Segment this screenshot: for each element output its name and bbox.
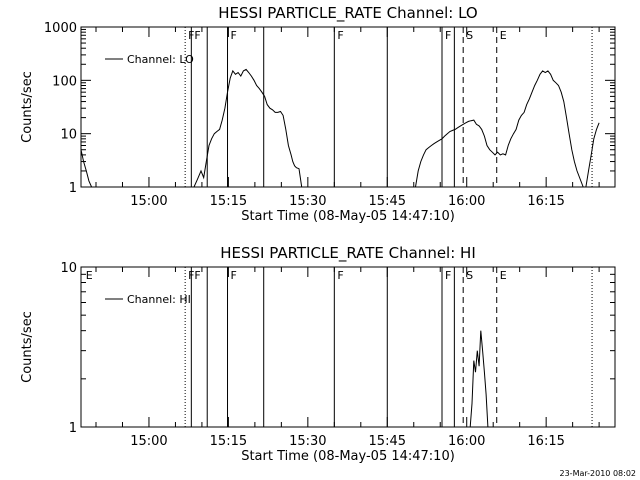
x-tick-label: 15:00 [130, 434, 167, 449]
flag-label: F [337, 29, 343, 42]
y-tick-label: 100 [52, 74, 77, 89]
x-tick-label: 15:45 [369, 194, 406, 209]
flag-label: F [445, 29, 451, 42]
x-tick-label: 16:00 [448, 194, 485, 209]
x-tick-label: 15:30 [289, 434, 326, 449]
flag-label: F [194, 29, 200, 42]
series-line [80, 68, 600, 188]
y-tick-label: 1 [69, 181, 77, 196]
legend-entry: Channel: LO [127, 53, 194, 66]
y-tick-label: 1000 [44, 21, 77, 36]
x-tick-label: 15:45 [369, 434, 406, 449]
chart-title: HESSI PARTICLE_RATE Channel: LO [218, 4, 477, 23]
y-axis-label: Counts/sec [20, 311, 35, 383]
flag-label: E [500, 269, 507, 282]
flag-label: F [231, 269, 237, 282]
x-tick-label: 15:15 [210, 434, 247, 449]
flag-label: S [466, 269, 473, 282]
lo-channel-panel: HESSI PARTICLE_RATE Channel: LO 1 10 100 100… [20, 4, 616, 224]
plot-frame [80, 26, 616, 188]
y-tick-label: 10 [60, 128, 77, 143]
x-axis-label: Start Time (08-May-05 14:47:10) [241, 449, 455, 464]
x-tick-label: 15:15 [210, 194, 247, 209]
x-tick-label: 15:30 [289, 194, 326, 209]
flag-label: E [500, 29, 507, 42]
plot-frame [80, 266, 616, 428]
legend-entry: Channel: HI [127, 293, 191, 306]
x-tick-label: 16:15 [527, 194, 564, 209]
flag-label: E [86, 269, 93, 282]
x-axis-label: Start Time (08-May-05 14:47:10) [241, 209, 455, 224]
chart-title: HESSI PARTICLE_RATE Channel: HI [220, 244, 476, 263]
timestamp: 23-Mar-2010 08:02 [560, 469, 637, 478]
x-tick-label: 16:00 [448, 434, 485, 449]
flag-label: S [466, 29, 473, 42]
flag-label: F [337, 269, 343, 282]
y-tick-label: 1 [69, 421, 77, 436]
y-tick-label: 10 [60, 261, 77, 276]
flag-label: F [231, 29, 237, 42]
flag-label: F [194, 269, 200, 282]
flag-label: F [445, 269, 451, 282]
y-axis-label: Counts/sec [20, 71, 35, 143]
x-tick-label: 15:00 [130, 194, 167, 209]
series-line [469, 330, 489, 428]
x-tick-label: 16:15 [527, 434, 564, 449]
hi-channel-panel: HESSI PARTICLE_RATE Channel: HI 1 10 15:00 1… [20, 244, 616, 464]
